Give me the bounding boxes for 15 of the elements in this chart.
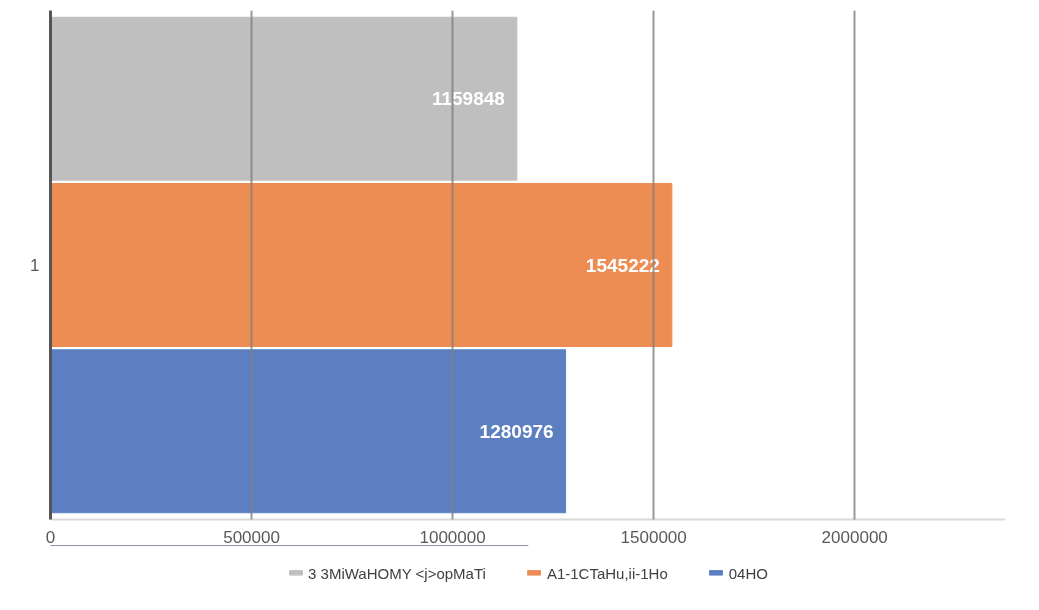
x-tick-label: 2000000 (821, 527, 888, 547)
x-tick-label: 1500000 (620, 527, 687, 547)
data-label: 1159848 (431, 88, 505, 110)
legend-label: 04HO (728, 564, 768, 581)
legend-label: A1-1CTaHu,ii-1Ho (546, 564, 668, 581)
bar (50, 16, 518, 181)
y-tick-label: 1 (30, 256, 40, 275)
x-tick-label: 0 (45, 527, 56, 547)
data-label: 1545222 (585, 254, 660, 276)
x-tick-label: 1000000 (419, 527, 486, 547)
data-label: 1280976 (479, 420, 554, 442)
x-tick-label: 500000 (223, 527, 280, 547)
bar (50, 183, 673, 347)
bar (50, 349, 567, 514)
legend-label: 3 3MiWaHOMY <j>opMaTi (308, 564, 486, 581)
